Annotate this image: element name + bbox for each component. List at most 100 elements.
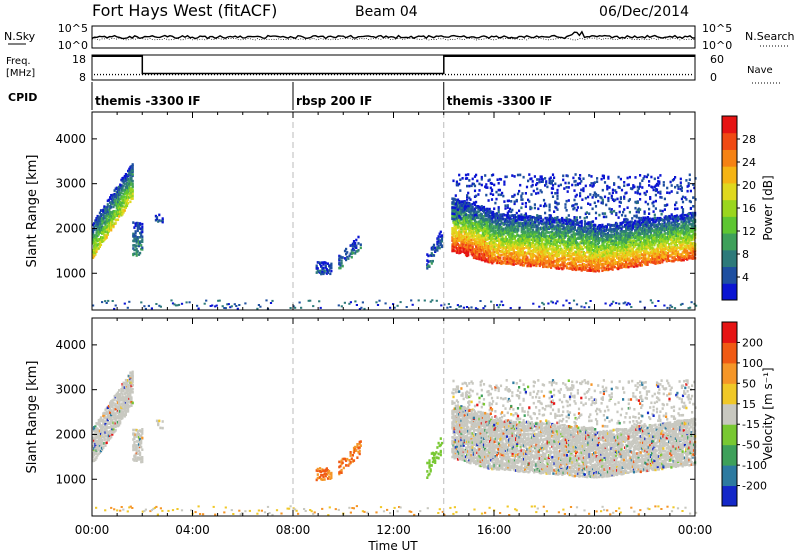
power-cell bbox=[538, 246, 541, 249]
power-cell bbox=[436, 237, 439, 240]
power-cell bbox=[491, 222, 494, 226]
power-cell bbox=[454, 228, 457, 232]
power-cell bbox=[464, 221, 468, 224]
power-cell bbox=[493, 245, 496, 249]
power-cell bbox=[352, 240, 356, 243]
power-cell bbox=[520, 230, 523, 234]
power-cell bbox=[460, 232, 463, 236]
power-cell bbox=[504, 228, 507, 231]
power-cell bbox=[513, 221, 516, 225]
power-cell bbox=[544, 232, 547, 235]
power-cell bbox=[555, 238, 558, 242]
power-cell bbox=[104, 225, 107, 229]
power-cell bbox=[501, 250, 504, 253]
power-cell bbox=[453, 228, 456, 231]
power-cell bbox=[502, 237, 505, 241]
power-cell bbox=[478, 244, 481, 247]
power-cell bbox=[107, 224, 110, 228]
power-cell bbox=[565, 248, 569, 251]
power-cell bbox=[502, 227, 505, 231]
power-cell bbox=[569, 240, 572, 244]
power-cell bbox=[505, 255, 509, 258]
power-cell bbox=[634, 206, 637, 210]
power-cell bbox=[572, 259, 575, 263]
power-cell bbox=[535, 262, 538, 266]
power-cell bbox=[579, 267, 582, 270]
power-cell bbox=[330, 262, 333, 266]
power-cell bbox=[543, 242, 546, 246]
power-cell bbox=[551, 179, 555, 182]
power-cell bbox=[569, 248, 572, 252]
power-cell bbox=[529, 252, 532, 256]
power-cell bbox=[578, 254, 581, 258]
power-cell bbox=[516, 222, 519, 225]
power-cell bbox=[478, 205, 481, 209]
power-cell bbox=[509, 241, 512, 244]
power-cell bbox=[501, 235, 504, 239]
power-cell bbox=[496, 221, 500, 224]
power-cell bbox=[345, 247, 348, 251]
power-cell bbox=[130, 187, 133, 190]
power-cell bbox=[528, 264, 531, 268]
power-cell bbox=[543, 225, 546, 229]
power-cell bbox=[453, 229, 456, 233]
power-cell bbox=[489, 211, 492, 215]
power-cell bbox=[502, 256, 505, 260]
power-cell bbox=[482, 229, 486, 232]
power-cell bbox=[349, 244, 352, 247]
power-cell bbox=[579, 233, 582, 237]
power-cell bbox=[509, 246, 512, 249]
power-cell bbox=[504, 204, 507, 207]
power-cell bbox=[530, 193, 533, 196]
power-cell bbox=[623, 208, 626, 211]
power-cell bbox=[141, 225, 144, 229]
power-cell bbox=[509, 238, 512, 241]
power-cell bbox=[491, 220, 494, 223]
power-cell bbox=[555, 218, 558, 222]
power-cell bbox=[537, 231, 540, 234]
power-cell bbox=[463, 251, 466, 255]
power-cell bbox=[498, 249, 501, 252]
power-cell bbox=[670, 223, 673, 227]
power-cell bbox=[547, 241, 550, 244]
power-cell bbox=[501, 248, 504, 252]
power-cell bbox=[475, 206, 478, 209]
power-cell bbox=[499, 213, 503, 217]
power-cell bbox=[436, 249, 439, 252]
power-cell bbox=[541, 178, 544, 181]
power-cell bbox=[586, 265, 589, 268]
power-cell bbox=[554, 243, 557, 247]
power-cell bbox=[494, 201, 497, 205]
power-cell bbox=[507, 262, 510, 265]
power-cell bbox=[139, 236, 142, 239]
power-cell bbox=[111, 215, 114, 219]
power-cell bbox=[459, 178, 462, 181]
power-cell bbox=[326, 271, 330, 274]
power-cell bbox=[524, 251, 527, 254]
power-cell bbox=[127, 177, 130, 181]
nave-tick: 60 bbox=[710, 53, 724, 66]
power-cell bbox=[107, 198, 110, 202]
power-cell bbox=[490, 182, 494, 185]
power-cell bbox=[484, 256, 487, 260]
power-cell bbox=[456, 198, 460, 202]
power-cell bbox=[556, 197, 559, 200]
power-cell bbox=[355, 246, 358, 250]
power-cell bbox=[115, 207, 118, 210]
power-cell bbox=[614, 239, 618, 242]
power-cell bbox=[440, 234, 444, 237]
power-cell bbox=[602, 174, 605, 178]
power-cell bbox=[461, 177, 464, 180]
power-cell bbox=[551, 230, 554, 233]
power-cell bbox=[454, 226, 457, 230]
power-cell bbox=[509, 247, 512, 251]
power-cell bbox=[564, 234, 567, 238]
power-cell bbox=[463, 217, 466, 220]
power-cell bbox=[516, 253, 519, 257]
power-cell bbox=[585, 266, 588, 270]
power-cell bbox=[161, 218, 164, 222]
power-cell bbox=[588, 243, 591, 246]
power-cell bbox=[456, 236, 460, 240]
power-cell bbox=[123, 209, 126, 212]
power-cell bbox=[123, 182, 126, 186]
